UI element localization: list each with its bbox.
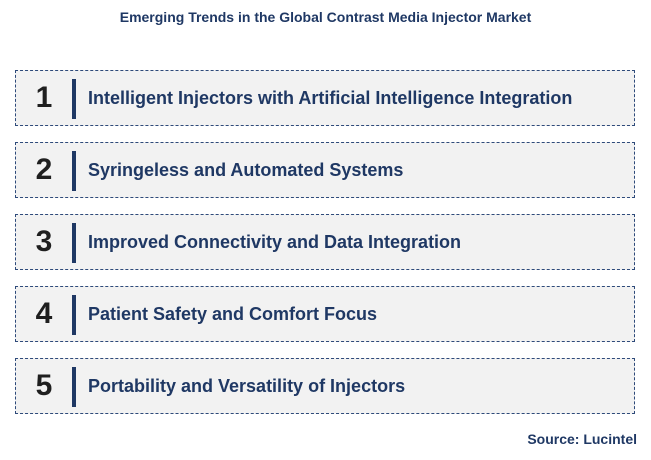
trend-item-2: 2 Syringeless and Automated Systems [15,142,635,198]
trend-item-1: 1 Intelligent Injectors with Artificial … [15,70,635,126]
trend-item-3: 3 Improved Connectivity and Data Integra… [15,214,635,270]
trend-label: Portability and Versatility of Injectors [88,376,406,396]
trend-number: 1 [35,81,53,114]
trend-item-4: 4 Patient Safety and Comfort Focus [15,286,635,342]
source-credit: Source: Lucintel [527,431,637,447]
trend-number: 2 [35,153,53,186]
divider-bar [72,79,76,119]
diagram-title: Emerging Trends in the Global Contrast M… [119,9,532,25]
divider-bar [72,295,76,335]
trend-list: 1 Intelligent Injectors with Artificial … [15,70,635,414]
trend-number: 5 [35,369,53,402]
trend-label: Intelligent Injectors with Artificial In… [88,88,573,108]
trend-number: 3 [35,225,53,258]
divider-bar [72,223,76,263]
divider-bar [72,151,76,191]
trend-label: Improved Connectivity and Data Integrati… [88,232,462,252]
trend-number: 4 [35,297,53,330]
trend-label: Syringeless and Automated Systems [88,160,404,180]
trend-item-5: 5 Portability and Versatility of Injecto… [15,358,635,414]
trend-label: Patient Safety and Comfort Focus [88,304,378,324]
divider-bar [72,367,76,407]
